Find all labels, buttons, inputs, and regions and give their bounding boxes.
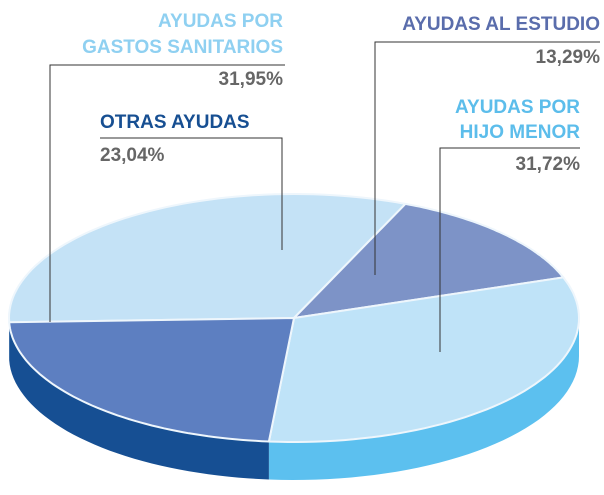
slice	[267, 276, 581, 443]
slice-label: OTRAS AYUDAS	[100, 112, 250, 133]
slice-label: AYUDAS POR	[455, 97, 580, 118]
leader-line	[374, 41, 600, 275]
leader-line	[49, 64, 285, 322]
value-label: 23,04%	[100, 145, 165, 166]
slice-label: HIJO MENOR	[460, 122, 581, 143]
value-label: 31,95%	[219, 69, 284, 90]
value-label: 31,72%	[516, 154, 581, 175]
slice-side	[9, 322, 269, 480]
leader-line	[439, 147, 580, 352]
slice-label: AYUDAS POR	[158, 11, 283, 32]
slice	[7, 192, 408, 324]
slice-side	[268, 318, 579, 480]
slice	[8, 316, 296, 443]
leader-line	[100, 137, 283, 250]
slice	[291, 202, 566, 320]
value-label: 13,29%	[536, 47, 601, 68]
slice-label: GASTOS SANITARIOS	[82, 37, 283, 58]
slice-label: AYUDAS AL ESTUDIO	[402, 14, 600, 35]
